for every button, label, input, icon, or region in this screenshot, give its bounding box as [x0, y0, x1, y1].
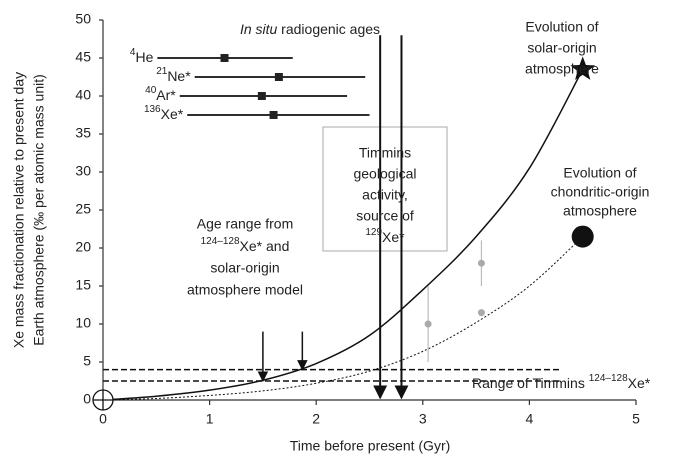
superscript: 40: [145, 85, 157, 96]
annotation-text: Xe* and: [240, 238, 290, 254]
age-point: [274, 73, 283, 81]
superscript: 21: [156, 66, 168, 77]
annotation: geological: [353, 166, 416, 182]
y-tick-label: 35: [75, 125, 91, 141]
y-tick-label: 50: [75, 11, 91, 27]
annotation: solar-origin: [210, 260, 279, 276]
annotation: activity,: [362, 187, 408, 203]
annotation: Range of Timmins 124–128Xe*: [472, 373, 651, 391]
annotation: atmosphere: [563, 203, 637, 219]
annotation: Age range from: [197, 216, 294, 232]
y-tick-label: 5: [83, 353, 91, 369]
end-marker-circle: [571, 225, 594, 248]
sample-point: [477, 309, 485, 317]
annotation: solar-origin: [527, 40, 596, 56]
annotation: chondritic-origin: [551, 184, 650, 200]
age-label: 40Ar*: [145, 85, 176, 103]
annotation-text: Xe*: [628, 375, 651, 391]
age-label: 136Xe*: [144, 104, 184, 122]
y-tick-label: 20: [75, 239, 91, 255]
annotation: source of: [356, 208, 414, 224]
annotation: atmosphere model: [187, 282, 303, 298]
annotation: Evolution of: [563, 165, 636, 181]
y-axis-label: Earth atmosphere (‰ per atomic mass unit…: [31, 74, 47, 346]
y-tick-label: 15: [75, 277, 91, 293]
x-tick-label: 4: [526, 411, 534, 427]
superscript: 124–128: [589, 373, 628, 384]
element: Xe*: [161, 106, 184, 122]
annotation: In situ radiogenic ages: [240, 21, 380, 37]
annotation: atmosphere: [525, 61, 599, 77]
age-point: [220, 54, 229, 62]
annotation-text: radiogenic ages: [277, 21, 380, 37]
y-axis-label: Xe mass fractionation relative to presen…: [11, 72, 27, 348]
superscript: 129: [365, 227, 382, 238]
x-tick-label: 5: [632, 411, 640, 427]
element: He: [135, 49, 153, 65]
element: Ne*: [167, 68, 191, 84]
sample-point: [477, 259, 485, 267]
superscript: 124–128: [201, 236, 240, 247]
element: Ar*: [156, 87, 176, 103]
x-tick-label: 3: [419, 411, 427, 427]
annotation: 124–128Xe* and: [201, 236, 290, 254]
curve: [102, 236, 584, 401]
annotation-text: Xe*: [382, 229, 405, 245]
x-axis-label: Time before present (Gyr): [290, 438, 451, 454]
end-marker-star: [570, 56, 596, 80]
curve: [102, 69, 584, 401]
y-tick-label: 0: [83, 391, 91, 407]
x-tick-label: 0: [99, 411, 107, 427]
italic-text: In situ: [240, 21, 278, 37]
x-tick-label: 2: [312, 411, 320, 427]
annotation-text: Range of Timmins: [472, 375, 589, 391]
y-tick-label: 25: [75, 201, 91, 217]
age-label: 21Ne*: [156, 66, 191, 84]
annotation: 129Xe*: [365, 227, 405, 245]
age-point: [269, 111, 278, 119]
superscript: 136: [144, 104, 161, 115]
x-tick-label: 1: [206, 411, 214, 427]
age-label: 4He: [130, 47, 154, 65]
y-tick-label: 40: [75, 87, 91, 103]
y-tick-label: 10: [75, 315, 91, 331]
superscript: 4: [130, 47, 136, 58]
y-tick-label: 30: [75, 163, 91, 179]
sample-point: [424, 320, 432, 328]
annotation: Evolution of: [525, 19, 598, 35]
age-point: [257, 92, 266, 100]
y-tick-label: 45: [75, 49, 91, 65]
annotation-box: [322, 126, 448, 252]
annotation: Timmins: [359, 145, 411, 161]
